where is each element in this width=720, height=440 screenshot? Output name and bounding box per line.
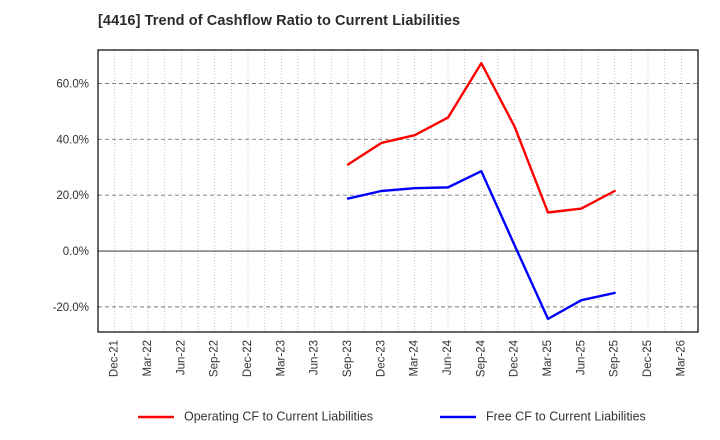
- chart-legend: Operating CF to Current Liabilities Free …: [138, 409, 646, 423]
- legend-label: Operating CF to Current Liabilities: [184, 409, 373, 423]
- x-axis-label: Mar-25: [542, 340, 554, 376]
- y-axis-tick-labels: -20.0% 0.0% 20.0% 40.0% 60.0%: [53, 79, 89, 314]
- data-series-layer: [346, 61, 616, 321]
- x-axis-label: Jun-22: [175, 340, 187, 375]
- minor-gridlines: [114, 50, 682, 332]
- y-axis-label: 0.0%: [63, 246, 89, 258]
- x-axis-label: Mar-22: [142, 340, 154, 376]
- x-axis-label: Dec-24: [509, 339, 521, 377]
- x-axis-label: Sep-24: [475, 339, 487, 377]
- data-series-line: [346, 61, 616, 214]
- y-axis-label: 60.0%: [56, 79, 89, 91]
- chart-title: [4416] Trend of Cashflow Ratio to Curren…: [98, 13, 461, 29]
- y-axis-label: 40.0%: [56, 134, 89, 146]
- x-axis-label: Jun-24: [442, 339, 454, 375]
- y-axis-label: -20.0%: [53, 302, 89, 314]
- x-axis-label: Mar-24: [409, 339, 421, 376]
- plot-border: [97, 49, 699, 333]
- x-axis-label: Dec-23: [375, 340, 387, 377]
- x-axis-label: Sep-22: [209, 340, 221, 377]
- x-axis-label: Dec-22: [242, 340, 254, 377]
- x-axis-label: Sep-23: [342, 340, 354, 377]
- x-axis-label: Dec-25: [642, 340, 654, 377]
- major-gridlines: [98, 83, 698, 308]
- x-axis-tick-labels: Dec-21 Mar-22 Jun-22 Sep-22 Dec-22 Mar-23 Jun-…: [109, 339, 688, 377]
- x-axis-label: Jun-25: [575, 340, 587, 375]
- data-series-line: [346, 169, 616, 321]
- x-axis-label: Jun-23: [309, 340, 321, 375]
- x-axis-label: Sep-25: [609, 340, 621, 377]
- x-axis-label: Dec-21: [109, 340, 121, 377]
- legend-label: Free CF to Current Liabilities: [486, 409, 646, 423]
- x-axis-label: Mar-26: [675, 340, 687, 376]
- y-axis-label: 20.0%: [56, 190, 89, 202]
- x-axis-label: Mar-23: [275, 340, 287, 376]
